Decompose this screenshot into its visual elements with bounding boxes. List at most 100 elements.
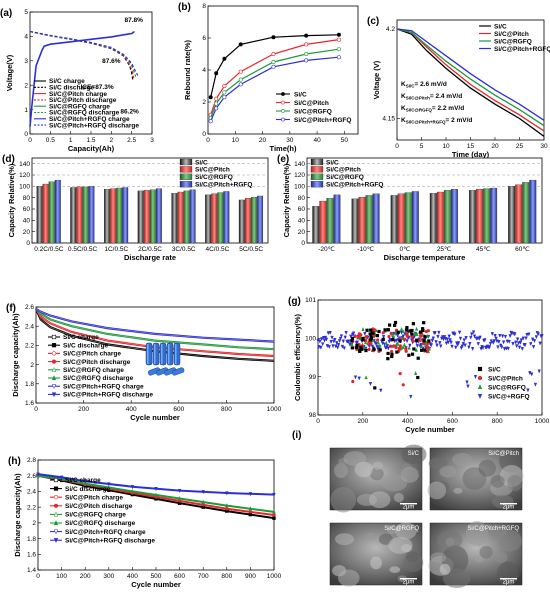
data-point	[460, 344, 465, 349]
y-tick-label: 98	[309, 412, 317, 419]
data-point	[272, 513, 276, 517]
x-tick-label: 400	[126, 406, 137, 413]
data-point	[467, 345, 471, 350]
sem-image: Si/C@RGFQ 2μm	[329, 522, 424, 587]
sem-particle	[330, 486, 357, 513]
panel-g: 98 99 100 101 0 200 400 600 800 1000 Cycle number C…	[288, 296, 550, 434]
x-tick-label: 30	[540, 143, 548, 150]
y-axis-label: Rebound rate(%)	[183, 39, 192, 100]
data-point	[447, 334, 451, 339]
data-point	[386, 328, 390, 332]
bar	[468, 190, 476, 244]
data-point	[392, 323, 397, 327]
data-point	[336, 55, 341, 60]
legend-label: Si/C@Pitch charge	[49, 91, 107, 98]
data-point	[503, 334, 508, 339]
data-point	[453, 332, 457, 337]
y-tick-label: 2	[30, 362, 34, 369]
panel-f: 1.6 1.8 2 2.2 2.4 2.6 0 200 400 600 800 1000 Cycle n…	[6, 303, 282, 422]
panel-label: (d)	[2, 154, 15, 165]
series-line	[35, 308, 275, 362]
data-point	[421, 342, 426, 346]
data-point	[409, 394, 413, 399]
data-point	[487, 345, 492, 350]
data-point	[520, 347, 524, 352]
series-line	[396, 28, 545, 137]
data-point	[372, 347, 376, 351]
y-tick-label: 100	[305, 336, 316, 343]
data-point	[478, 335, 482, 340]
data-point	[427, 339, 431, 343]
data-point	[464, 335, 468, 340]
data-point	[416, 356, 420, 360]
bar	[515, 184, 523, 244]
data-point	[414, 347, 419, 352]
x-tick-label: 20	[259, 137, 267, 144]
data-point	[358, 335, 363, 340]
data-point	[511, 342, 515, 347]
legend-label: Si/C@Pitch+RGFQ charge	[49, 116, 130, 123]
bar	[149, 189, 156, 244]
bar	[365, 195, 373, 244]
bar	[42, 183, 49, 244]
data-point	[201, 490, 205, 495]
sem-particle	[389, 566, 401, 574]
panel-e: 0 20 40 60 80 100 120 140 Discharge temperature C…	[277, 154, 543, 262]
legend-label: Si/C@Pitch+RGFQ	[195, 182, 252, 189]
y-tick-label: 0	[26, 240, 30, 247]
x-tick-label: 2.5	[127, 137, 136, 144]
data-point	[272, 509, 276, 514]
data-point	[424, 329, 428, 334]
legend-label: Si/C@Pitch+RGFQ discharge	[63, 392, 153, 399]
annotation: 87.8%	[124, 17, 143, 24]
data-point	[515, 344, 519, 349]
legend-label: Si/C@Pitch+RGFQ	[294, 117, 351, 124]
data-point	[410, 335, 414, 339]
y-tick-label: 2.2	[25, 343, 34, 350]
data-point	[439, 344, 443, 349]
data-point	[322, 338, 327, 343]
battery-cell	[166, 342, 174, 366]
data-point	[377, 329, 381, 334]
x-tick-label: 300	[103, 573, 114, 580]
legend-label: Si/C discharge	[63, 342, 109, 349]
bar	[82, 186, 89, 244]
data-point	[496, 345, 500, 350]
data-point	[367, 347, 371, 352]
data-point	[410, 352, 415, 356]
data-point	[381, 331, 385, 335]
legend-label: Si/C@Pitch charge	[65, 494, 123, 501]
data-point	[531, 345, 536, 350]
plot-frame	[37, 459, 275, 571]
category-label: 0.5C/0.5C	[68, 246, 98, 253]
bar	[358, 196, 366, 244]
sem-particle	[498, 530, 522, 552]
bar	[508, 186, 516, 244]
data-point	[519, 338, 524, 343]
y-tick-label: 2.8	[27, 457, 36, 464]
data-point	[214, 71, 219, 76]
data-point	[502, 347, 507, 352]
x-tick-label: 200	[80, 573, 91, 580]
data-point	[436, 334, 440, 339]
k-value: = 2.2 mV/d	[432, 105, 464, 112]
scale-bar	[400, 503, 417, 505]
y-tick-label: 4.2	[386, 26, 395, 33]
data-point	[425, 333, 430, 338]
battery-cell	[159, 342, 167, 366]
series-line	[35, 308, 275, 350]
bar	[443, 190, 451, 244]
data-point	[355, 340, 360, 345]
bar	[54, 179, 61, 244]
data-point	[450, 344, 454, 349]
data-point	[328, 331, 332, 336]
legend-swatch	[310, 181, 324, 188]
x-tick-label: 1.5	[86, 137, 95, 144]
legend-label: Si/C	[294, 91, 307, 98]
data-point	[318, 339, 322, 344]
data-point	[364, 375, 368, 380]
bar	[110, 188, 117, 244]
panel-label: (h)	[8, 456, 21, 467]
data-point	[353, 375, 358, 380]
